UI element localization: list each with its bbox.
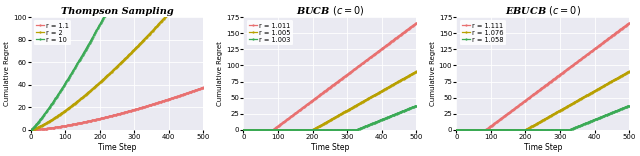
r = 1.1	[28, 129, 35, 131]
r = 1.003	[342, 129, 350, 131]
Legend: r = 1.011, r = 1.005, r = 1.003: r = 1.011, r = 1.005, r = 1.003	[247, 20, 293, 45]
X-axis label: Time Step: Time Step	[524, 143, 562, 152]
r = 1.003	[346, 129, 353, 131]
Line: r = 1.005: r = 1.005	[243, 71, 417, 131]
Line: r = 1.011: r = 1.011	[243, 22, 417, 131]
Line: r = 1.076: r = 1.076	[456, 71, 630, 131]
r = 1.111	[556, 74, 563, 76]
r = 1.111	[453, 129, 461, 131]
r = 1.076	[558, 108, 566, 110]
r = 1.011	[346, 72, 353, 74]
Line: r = 1.1: r = 1.1	[30, 87, 204, 131]
X-axis label: Time Step: Time Step	[310, 143, 349, 152]
r = 10	[28, 129, 35, 130]
Line: r = 10: r = 10	[30, 0, 204, 131]
Line: r = 1.058: r = 1.058	[456, 105, 630, 131]
r = 1.076	[625, 70, 633, 72]
r = 1.005	[396, 80, 404, 81]
r = 1.076	[452, 129, 460, 131]
r = 1.003	[385, 116, 393, 118]
r = 1.011	[342, 74, 350, 76]
r = 1.003	[240, 129, 248, 131]
r = 1.003	[239, 129, 247, 131]
Y-axis label: Cumulative Regret: Cumulative Regret	[430, 41, 436, 106]
r = 1.005	[342, 110, 349, 112]
Legend: r = 1.111, r = 1.076, r = 1.058: r = 1.111, r = 1.076, r = 1.058	[460, 20, 506, 45]
Line: r = 2: r = 2	[30, 0, 204, 131]
r = 2	[130, 49, 138, 51]
r = 2	[28, 129, 35, 131]
r = 1.005	[346, 108, 353, 110]
r = 1.076	[555, 110, 563, 112]
r = 1.011	[412, 22, 420, 24]
r = 1.076	[453, 129, 461, 131]
r = 2	[129, 50, 137, 52]
r = 10	[27, 129, 35, 131]
r = 1.003	[396, 111, 404, 113]
r = 1.003	[412, 105, 420, 107]
r = 1.005	[412, 70, 420, 72]
r = 1.003	[342, 129, 349, 131]
r = 1.011	[239, 129, 247, 131]
Title: EBUCB $(c = 0)$: EBUCB $(c = 0)$	[505, 4, 580, 17]
r = 1.058	[556, 129, 563, 131]
Legend: r = 1.1, r = 2, r = 10: r = 1.1, r = 2, r = 10	[34, 20, 72, 45]
r = 1.111	[598, 42, 606, 44]
r = 1.076	[609, 80, 617, 81]
r = 1.011	[396, 34, 404, 36]
X-axis label: Time Step: Time Step	[98, 143, 136, 152]
Title: Thompson Sampling: Thompson Sampling	[61, 7, 173, 16]
r = 1.1	[200, 86, 207, 88]
Title: BUCB $(c = 0)$: BUCB $(c = 0)$	[296, 4, 364, 17]
r = 1.1	[130, 109, 138, 111]
r = 1.058	[598, 116, 606, 118]
r = 1.011	[240, 129, 248, 131]
r = 1.005	[385, 86, 393, 88]
r = 1.111	[609, 34, 617, 36]
r = 1.111	[558, 72, 566, 74]
r = 1.111	[452, 129, 460, 131]
r = 1.058	[555, 129, 563, 131]
r = 2	[27, 129, 35, 131]
Y-axis label: Cumulative Regret: Cumulative Regret	[217, 41, 223, 106]
r = 1.1	[129, 109, 137, 111]
r = 1.076	[556, 110, 563, 112]
r = 1.005	[342, 110, 350, 112]
r = 1.058	[452, 129, 460, 131]
r = 1.1	[184, 92, 191, 94]
r = 1.011	[385, 42, 393, 44]
r = 1.1	[27, 129, 35, 131]
Y-axis label: Cumulative Regret: Cumulative Regret	[4, 41, 10, 106]
r = 1.005	[240, 129, 248, 131]
r = 1.076	[598, 86, 606, 88]
r = 1.058	[625, 105, 633, 107]
r = 1.058	[558, 129, 566, 131]
r = 1.058	[453, 129, 461, 131]
r = 1.111	[625, 22, 633, 24]
r = 1.1	[132, 108, 140, 110]
r = 2	[172, 4, 180, 6]
Line: r = 1.003: r = 1.003	[243, 105, 417, 131]
r = 2	[132, 46, 140, 48]
r = 1.111	[555, 75, 563, 76]
r = 1.1	[172, 96, 180, 98]
r = 1.005	[239, 129, 247, 131]
r = 1.058	[609, 111, 617, 113]
Line: r = 1.111: r = 1.111	[456, 22, 630, 131]
r = 1.011	[342, 75, 349, 76]
